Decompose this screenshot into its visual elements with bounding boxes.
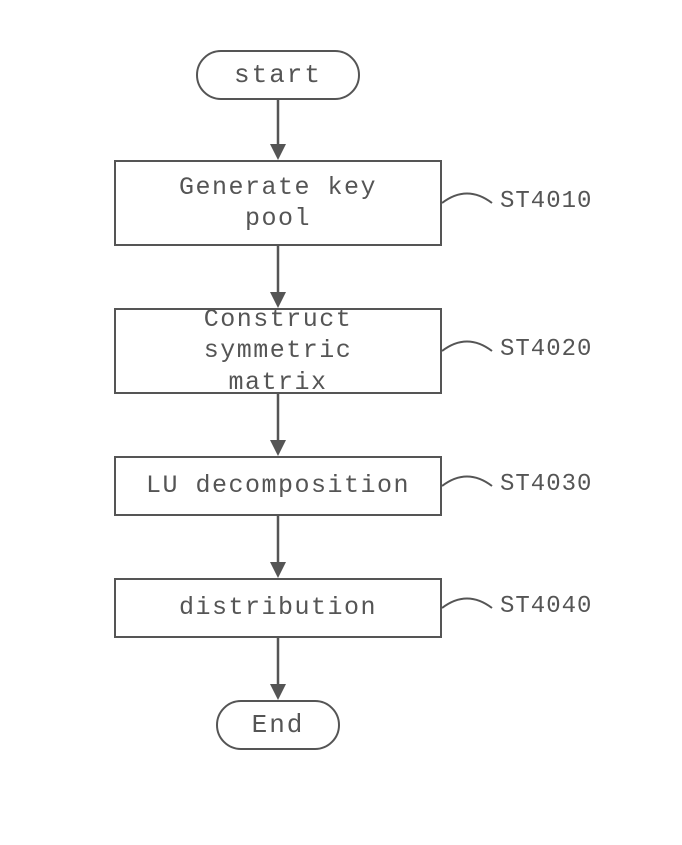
node-st4010-label: Generate key pool	[179, 172, 377, 235]
node-st4020: Construct symmetric matrix	[114, 308, 442, 394]
node-st4040-label: distribution	[179, 592, 377, 623]
node-start-label: start	[234, 60, 322, 90]
node-st4040: distribution	[114, 578, 442, 638]
node-st4030-label: LU decomposition	[146, 470, 410, 501]
connector-st4020	[442, 338, 502, 368]
node-end-label: End	[252, 710, 305, 740]
step-label-st4010: ST4010	[500, 188, 592, 215]
step-label-st4040: ST4040	[500, 593, 592, 620]
edge-st4010-st4020	[278, 246, 279, 308]
node-end: End	[216, 700, 340, 750]
edge-st4020-st4030	[278, 394, 279, 456]
node-st4020-label: Construct symmetric matrix	[122, 304, 434, 398]
connector-st4010	[442, 190, 502, 220]
node-st4030: LU decomposition	[114, 456, 442, 516]
step-label-st4030: ST4030	[500, 471, 592, 498]
connector-st4030	[442, 473, 502, 503]
flowchart-canvas: start Generate key pool ST4010 Construct…	[0, 0, 682, 845]
node-st4010: Generate key pool	[114, 160, 442, 246]
edge-start-st4010	[278, 100, 279, 160]
step-label-st4020: ST4020	[500, 336, 592, 363]
edge-st4030-st4040	[278, 516, 279, 578]
edge-st4040-end	[278, 638, 279, 700]
node-start: start	[196, 50, 360, 100]
connector-st4040	[442, 595, 502, 625]
